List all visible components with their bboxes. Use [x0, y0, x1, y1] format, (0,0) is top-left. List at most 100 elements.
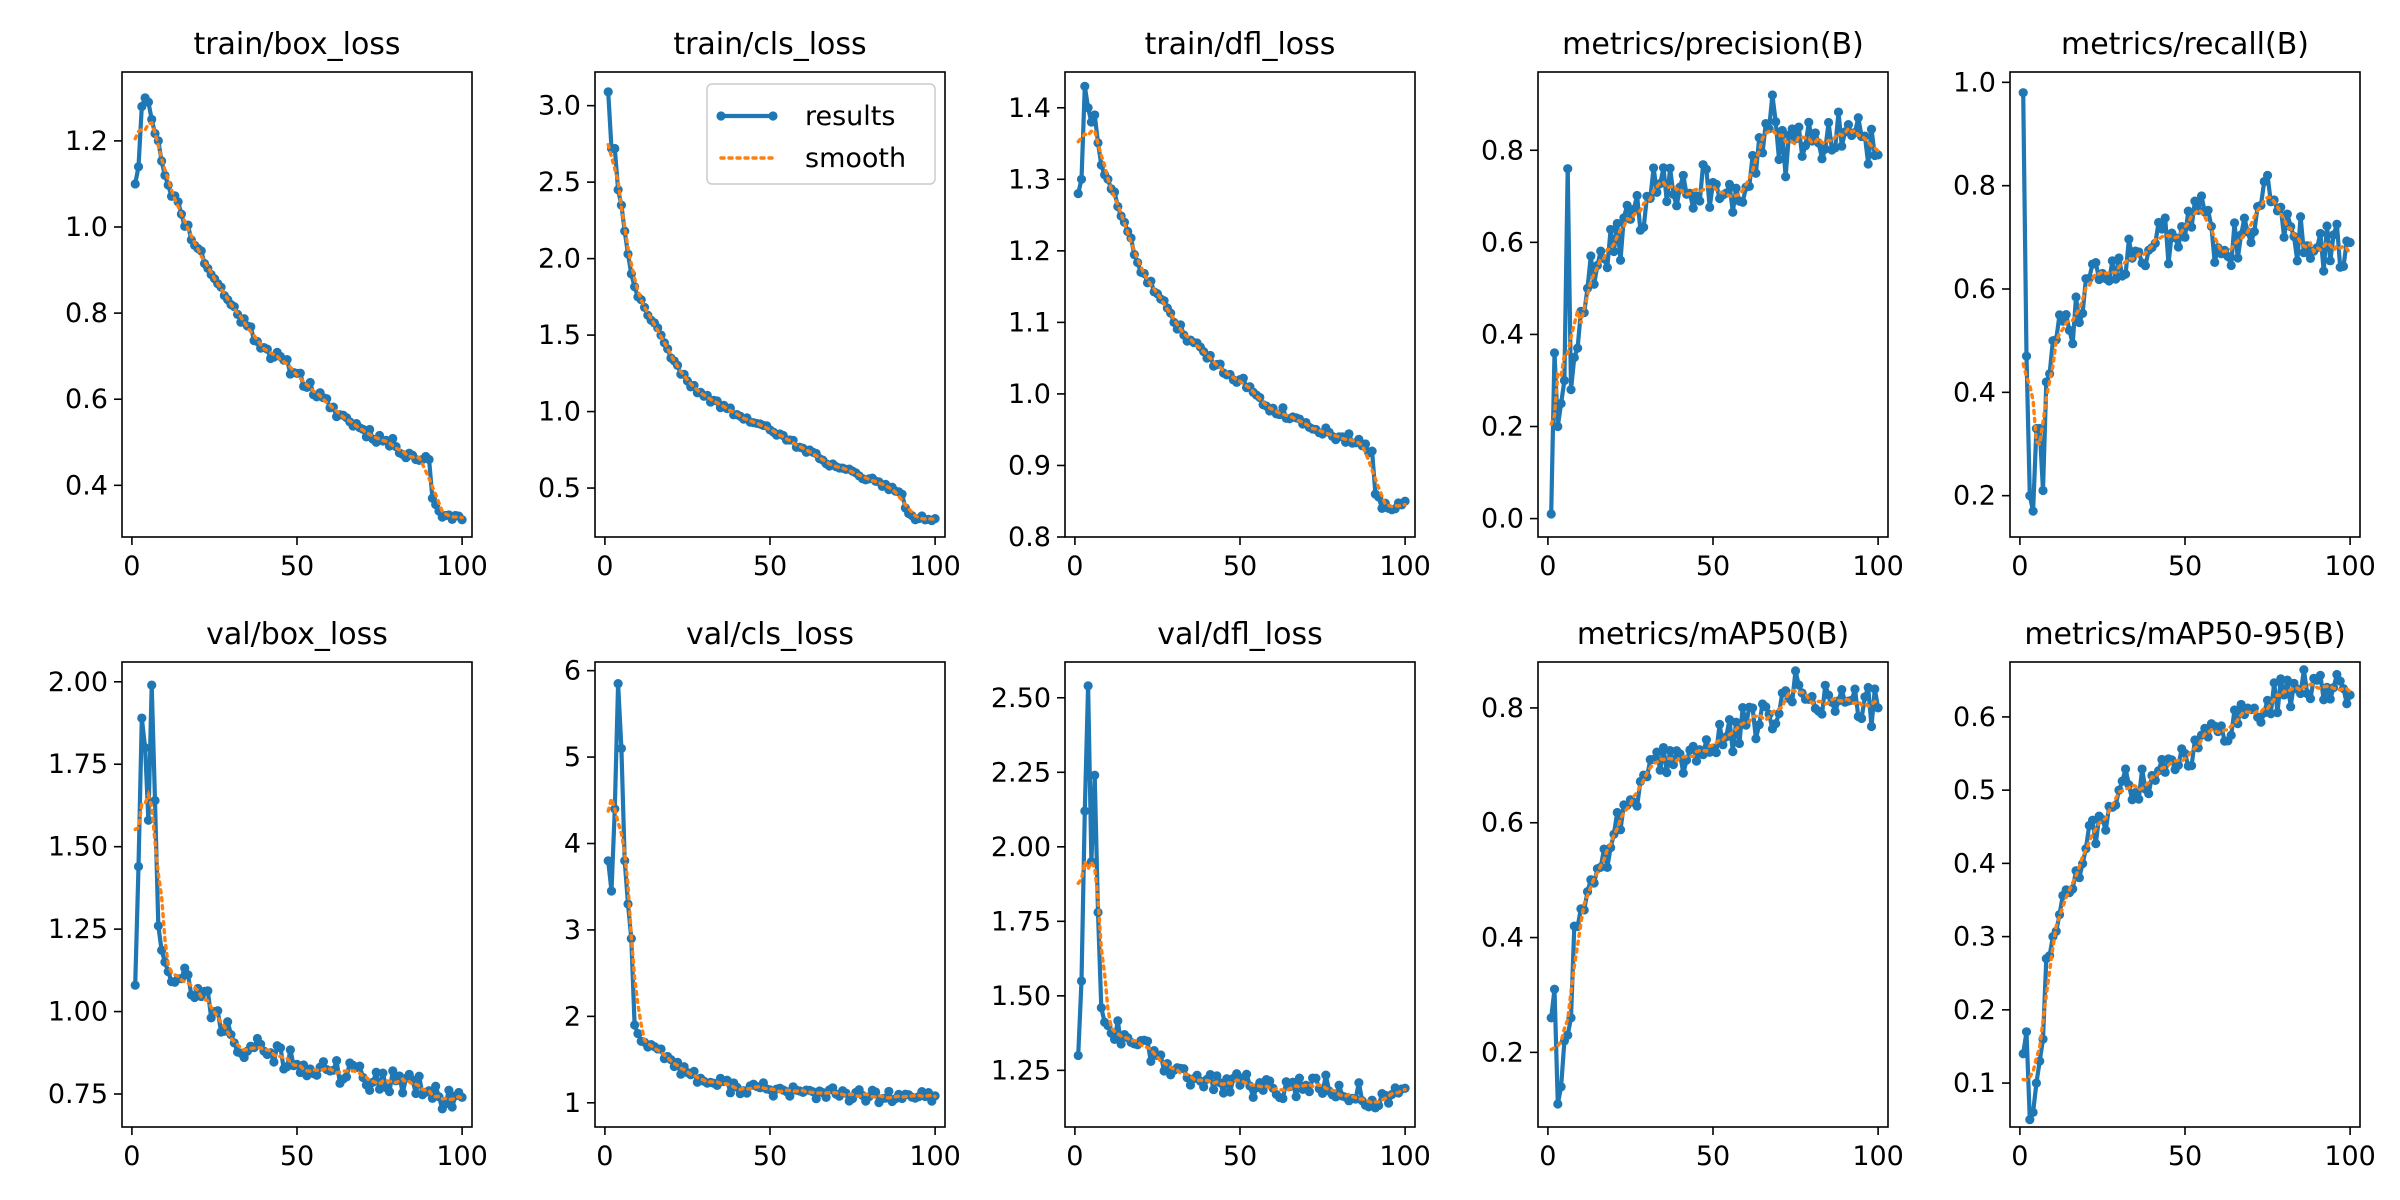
results-point — [633, 1029, 643, 1039]
results-point — [2177, 221, 2187, 232]
results-point — [1265, 1076, 1275, 1086]
results-point — [1569, 352, 1579, 363]
results-point — [1777, 125, 1787, 136]
results-point — [1701, 735, 1711, 745]
x-tick-label: 100 — [2324, 1141, 2376, 1172]
y-tick-label: 2.0 — [538, 244, 581, 275]
plot-train-dfl-loss: train/dfl_loss 0 50 100 0.8 0.9 1.0 1.1 1.2 1.3 1.… — [1008, 27, 1431, 582]
results-point — [384, 1087, 395, 1097]
y-tick-label: 0.2 — [1481, 1037, 1524, 1068]
x-tick-label: 50 — [1223, 1141, 1257, 1172]
results-point — [1615, 825, 1626, 835]
y-tick-label: 0.6 — [1953, 274, 1996, 305]
results-point — [133, 861, 144, 872]
results-point — [341, 1072, 352, 1082]
results-point — [1751, 734, 1761, 744]
results-point — [2157, 224, 2167, 234]
results-point — [2295, 688, 2306, 699]
results-point — [1602, 263, 1612, 273]
results-point — [1615, 255, 1626, 265]
results-point — [1632, 801, 1642, 811]
results-point — [2187, 222, 2197, 232]
results-point — [1076, 174, 1087, 184]
results-point — [2021, 1027, 2032, 1037]
results-point — [1175, 320, 1186, 330]
results-point — [1734, 738, 1745, 749]
results-point — [355, 1061, 365, 1071]
results-point — [1774, 709, 1784, 719]
y-tick-label: 0.6 — [1481, 227, 1524, 258]
results-point — [2084, 273, 2094, 283]
results-point — [1248, 1092, 1258, 1103]
results-point — [1731, 717, 1741, 727]
y-tick-label: 6 — [564, 656, 581, 687]
results-point — [2160, 767, 2170, 777]
results-point — [1304, 1087, 1314, 1097]
results-point — [2229, 705, 2240, 715]
results-point — [1870, 684, 1880, 694]
results-point — [2038, 485, 2048, 496]
y-tick-label: 3 — [564, 915, 581, 946]
results-point — [1817, 154, 1827, 164]
results-point — [2091, 838, 2101, 849]
y-tick-label: 0.1 — [1953, 1068, 1996, 1099]
results-point — [2299, 665, 2309, 675]
results-point — [1731, 183, 1741, 193]
results-point — [616, 743, 627, 754]
results-point — [1278, 1093, 1288, 1104]
results-point — [1873, 150, 1883, 160]
results-point — [1850, 684, 1860, 694]
results-point — [1563, 1030, 1573, 1040]
y-tick-label: 0.4 — [1481, 319, 1524, 350]
results-point — [1843, 119, 1853, 130]
results-point — [1606, 224, 1616, 235]
results-point — [1208, 1085, 1219, 1095]
results-point — [1563, 164, 1573, 174]
results-point — [1334, 1080, 1344, 1090]
results-point — [2200, 723, 2210, 733]
results-point — [2295, 212, 2306, 222]
results-point — [1090, 110, 1100, 120]
results-point — [1853, 113, 1863, 123]
plot-title: val/cls_loss — [686, 617, 854, 652]
results-point — [2114, 253, 2124, 263]
results-point — [1294, 1073, 1305, 1083]
results-point — [1612, 807, 1622, 818]
x-tick-label: 100 — [436, 551, 488, 582]
results-point — [2068, 339, 2078, 349]
results-point — [2203, 205, 2213, 215]
results-point — [388, 433, 398, 444]
results-point — [1629, 204, 1639, 215]
y-tick-label: 1.50 — [48, 832, 108, 863]
y-tick-label: 2.25 — [991, 757, 1051, 788]
results-point — [1767, 90, 1778, 100]
x-tick-label: 100 — [909, 1141, 961, 1172]
results-point — [1546, 509, 1556, 519]
results-point — [1344, 429, 1354, 439]
results-point — [1573, 343, 1583, 353]
results-point — [2157, 754, 2167, 765]
results-line — [2021, 92, 2351, 514]
results-point — [2272, 708, 2283, 718]
results-point — [1658, 163, 1669, 173]
y-tick-label: 2.00 — [48, 667, 108, 698]
results-point — [2101, 825, 2111, 835]
y-tick-label: 0.2 — [1953, 995, 1996, 1026]
results-point — [871, 1087, 881, 1097]
plot-train-box-loss: train/box_loss 0 50 100 0.4 0.6 0.8 1.0 1.2 — [65, 27, 488, 582]
results-point — [1596, 246, 1606, 256]
y-tick-label: 1.75 — [48, 749, 108, 780]
x-tick-label: 0 — [596, 1141, 613, 1172]
plot-frame — [594, 71, 946, 538]
results-point — [1090, 770, 1100, 780]
smooth-line — [606, 142, 937, 522]
results-point — [1549, 984, 1560, 994]
y-tick-label: 1.00 — [48, 997, 108, 1028]
plot-frame — [594, 661, 946, 1128]
results-point — [616, 200, 627, 210]
results-point — [603, 856, 613, 866]
results-point — [2286, 702, 2296, 712]
y-tick-label: 0.4 — [1481, 923, 1524, 954]
plot-title: metrics/recall(B) — [2061, 27, 2309, 62]
x-tick-label: 0 — [2011, 1141, 2028, 1172]
